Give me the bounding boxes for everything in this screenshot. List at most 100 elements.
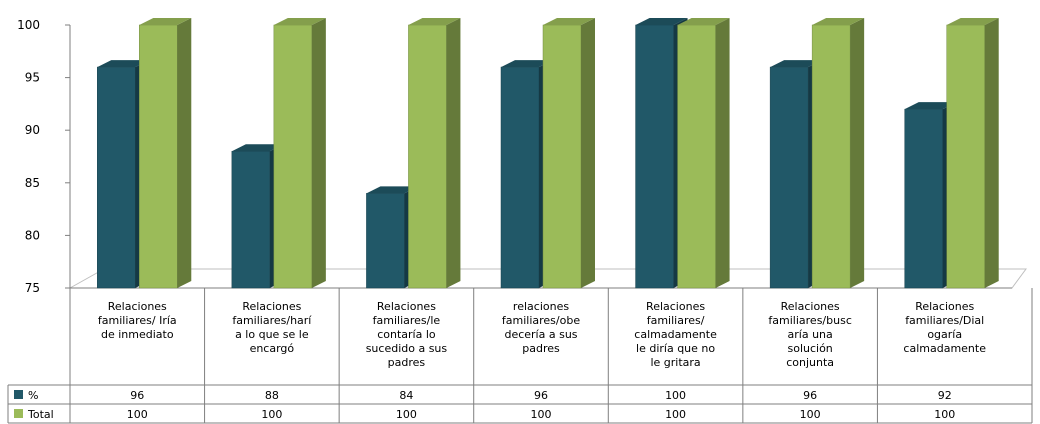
bar-side: [850, 18, 865, 288]
category-label-line: familiares/: [647, 314, 705, 327]
category-label-line: calmadamente: [903, 342, 986, 355]
bar-top: [273, 18, 326, 25]
table-value: 100: [531, 408, 552, 421]
legend-swatch: [14, 390, 23, 399]
table-value: 100: [665, 408, 686, 421]
bar-top: [635, 18, 688, 25]
table-value: 88: [265, 389, 279, 402]
table-value: 100: [396, 408, 417, 421]
y-tick-label: 80: [25, 228, 40, 242]
bar-top: [501, 60, 553, 68]
bar-side: [311, 18, 326, 288]
bar-total: [408, 18, 461, 289]
category-label: Relaciones familiares/busc aría una solució…: [768, 300, 851, 369]
category-label-line: solución: [787, 342, 832, 355]
bar-front: [769, 66, 809, 289]
category-label-line: contaría lo: [377, 328, 436, 341]
y-tick-label: 100: [17, 18, 40, 32]
bar-total: [811, 18, 865, 289]
category-label: Relaciones familiares/ Iría de inmediato: [98, 300, 177, 341]
table-value: 96: [534, 389, 548, 402]
legend-label: Total: [27, 408, 54, 421]
category-label-line: le gritara: [650, 356, 700, 369]
y-tick-label: 90: [25, 123, 40, 137]
bar-top: [904, 102, 957, 110]
category-label: relaciones familiares/obe decería a sus pad…: [502, 300, 580, 355]
bar-front: [273, 24, 313, 289]
bar-top: [408, 18, 461, 25]
category-label: Relaciones familiares/Dial ogaría calmadame…: [903, 300, 986, 355]
bar-side: [446, 18, 461, 288]
category-label: Relaciones familiares/calmadamente le dirí…: [634, 300, 717, 369]
category-label-line: calmadamente: [634, 328, 717, 341]
category-label-line: familiares/ Iría: [98, 314, 177, 327]
bar-front: [500, 66, 540, 289]
bar-total: [542, 18, 595, 289]
bar-top: [543, 18, 595, 25]
bar-side: [984, 18, 999, 288]
bar-front: [635, 24, 674, 289]
category-label-line: padres: [522, 342, 560, 355]
category-label-line: ogaría: [927, 328, 962, 341]
bar-front: [946, 24, 985, 289]
table-value: 100: [934, 408, 955, 421]
category-label-line: familiares/harí: [232, 314, 312, 327]
y-tick-label: 95: [25, 71, 40, 85]
table-value: 84: [399, 389, 413, 402]
bar-side: [177, 18, 192, 288]
bar-side: [581, 18, 595, 288]
bar-front: [542, 24, 582, 289]
bar-side: [715, 18, 730, 288]
category-label-line: Relaciones: [242, 300, 301, 313]
category-label-line: encargó: [250, 342, 295, 355]
bar-total: [946, 18, 999, 289]
bar-front: [904, 108, 943, 289]
y-tick-label: 85: [25, 176, 40, 190]
category-label: Relaciones familiares/harí a lo que se le e…: [232, 300, 312, 355]
category-label-line: relaciones: [513, 300, 569, 313]
table-value: 100: [665, 389, 686, 402]
category-label-line: a lo que se le: [235, 328, 309, 341]
bar-top: [677, 18, 730, 25]
bar-front: [408, 24, 447, 289]
category-label-line: conjunta: [786, 356, 834, 369]
bar-front: [366, 193, 405, 289]
bar-front: [811, 24, 851, 289]
category-label-line: de inmediato: [101, 328, 174, 341]
category-label-line: familiares/Dial: [905, 314, 984, 327]
bar-top: [770, 60, 823, 68]
category-label-line: Relaciones: [377, 300, 436, 313]
bar-total: [273, 18, 326, 289]
bar-top: [231, 144, 284, 152]
bar-top: [139, 18, 192, 25]
category-label-line: Relaciones: [781, 300, 840, 313]
bar-top: [946, 18, 999, 25]
bar-top: [97, 60, 150, 68]
bar-top: [812, 18, 865, 25]
table-value: 100: [800, 408, 821, 421]
category-label-line: Relaciones: [915, 300, 974, 313]
y-tick-label: 75: [25, 281, 40, 295]
category-label-line: familiares/busc: [768, 314, 851, 327]
legend-swatch: [14, 409, 23, 418]
category-label-line: sucedido a sus: [366, 342, 448, 355]
category-label-line: aría una: [788, 328, 833, 341]
table-value: 96: [130, 389, 144, 402]
table-value: 100: [261, 408, 282, 421]
table-value: 92: [938, 389, 952, 402]
bar-front: [231, 150, 271, 289]
bar-total: [139, 18, 192, 289]
bar-front: [139, 24, 178, 289]
category-label-line: familiares/obe: [502, 314, 580, 327]
category-label-line: Relaciones: [646, 300, 705, 313]
bar-total: [677, 18, 730, 289]
category-label-line: decería a sus: [504, 328, 577, 341]
category-label-line: Relaciones: [108, 300, 167, 313]
category-label-line: familiares/le: [373, 314, 441, 327]
category-label: Relaciones familiares/le contaría lo sucedi…: [366, 300, 448, 369]
legend-label: %: [28, 389, 38, 402]
bar-top: [366, 186, 419, 194]
category-label-line: le diría que no: [636, 342, 715, 355]
category-label-line: padres: [388, 356, 426, 369]
